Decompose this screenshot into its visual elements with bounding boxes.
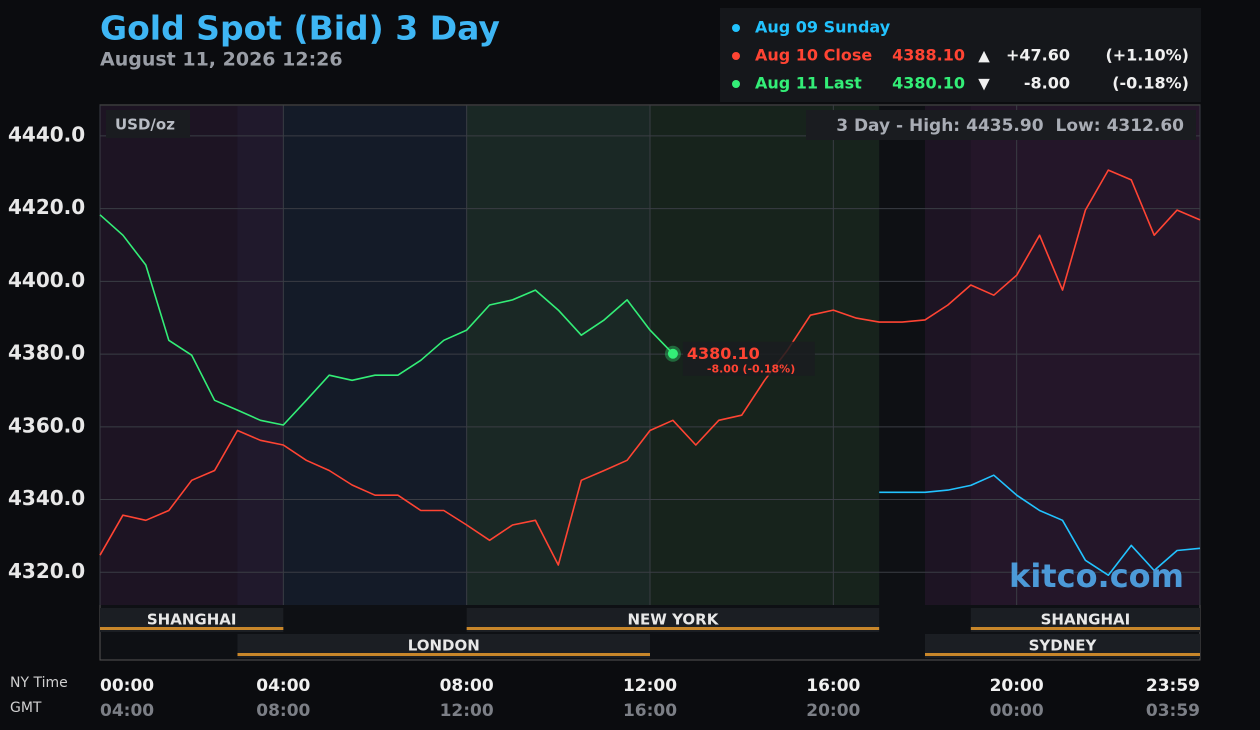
x2-tick-label: 04:00 <box>100 701 154 721</box>
x2-tick-label: 08:00 <box>256 701 310 721</box>
x-tick-label: 12:00 <box>623 676 677 696</box>
legend-name: Aug 09 Sunday <box>755 18 891 37</box>
series-lines <box>99 169 1201 576</box>
chart-title: Gold Spot (Bid) 3 Day <box>100 9 500 48</box>
x-tick-label: 16:00 <box>806 676 860 696</box>
legend-pct: (-0.18%) <box>1112 74 1189 93</box>
x-tick-label: 20:00 <box>990 676 1044 696</box>
legend-pct: (+1.10%) <box>1105 46 1189 65</box>
range-box <box>806 110 1196 140</box>
range-part: 3 Day - High: <box>836 116 960 136</box>
y-tick-label: 4400.0 <box>8 268 85 292</box>
legend-box <box>720 8 1201 102</box>
x2-tick-label: 20:00 <box>806 701 860 721</box>
x2-tick-label: 03:59 <box>1146 701 1200 721</box>
session-label: SYDNEY <box>1029 637 1098 655</box>
x-tick-label: 23:59 <box>1146 676 1200 696</box>
annotations: USD/oz 3 Day - High: 4435.90 Low: 4312.60 kit… <box>106 110 1196 595</box>
session-bar <box>970 627 1200 630</box>
last-point <box>667 348 678 359</box>
unit-box <box>106 110 190 138</box>
legend-change: -8.00 <box>1024 74 1070 93</box>
range-text: 3 Day - High: 4435.90 Low: 4312.60 <box>836 116 1184 136</box>
session-bar <box>100 627 284 630</box>
legend-change: +47.60 <box>1006 46 1070 65</box>
last-label-change: -8.00 (-0.18%) <box>707 363 795 376</box>
x-axis-label: NY Time <box>10 675 68 691</box>
chart-subtitle: August 11, 2026 12:26 <box>100 49 343 71</box>
range-part: Low: <box>1056 116 1101 136</box>
x-tick-label: 00:00 <box>100 676 154 696</box>
y-tick-label: 4420.0 <box>8 195 85 219</box>
series-line <box>99 214 674 426</box>
legend-arrow: ▲ <box>978 47 990 65</box>
last-label-price: 4380.10 <box>687 344 760 363</box>
y-tick-label: 4440.0 <box>8 122 85 146</box>
legend-name: Aug 10 Close <box>755 46 872 65</box>
legend-price: 4380.10 <box>892 74 965 93</box>
x2-tick-label: 00:00 <box>990 701 1044 721</box>
series-line <box>879 474 1201 576</box>
session-label: SHANGHAI <box>1041 611 1131 629</box>
legend-name: Aug 11 Last <box>755 74 862 93</box>
y-tick-label: 4340.0 <box>8 486 85 510</box>
x2-tick-label: 16:00 <box>623 701 677 721</box>
legend-dot <box>732 52 740 60</box>
session-label: NEW YORK <box>628 611 720 629</box>
session-bar <box>237 653 650 656</box>
watermark: kitco.com <box>1009 557 1184 595</box>
x-tick-label: 04:00 <box>256 676 310 696</box>
x2-axis-label: GMT <box>10 700 42 716</box>
session-label: SHANGHAI <box>147 611 237 629</box>
y-tick-label: 4380.0 <box>8 341 85 365</box>
session-label: LONDON <box>408 637 480 655</box>
x2-tick-label: 12:00 <box>440 701 494 721</box>
session-bar <box>466 627 880 630</box>
unit-label: USD/oz <box>115 116 175 134</box>
legend-price: 4388.10 <box>892 46 965 65</box>
session-background <box>970 106 1200 605</box>
legend-arrow: ▼ <box>978 75 990 93</box>
legend-dot <box>732 24 740 32</box>
session-bar <box>925 653 1200 656</box>
legend-dot <box>732 80 740 88</box>
last-label-box <box>682 341 815 376</box>
range-part: 4312.60 <box>1107 116 1185 136</box>
range-part: 4435.90 <box>966 116 1044 136</box>
x-tick-label: 08:00 <box>440 676 494 696</box>
grid <box>99 105 1201 605</box>
y-tick-label: 4360.0 <box>8 413 85 437</box>
series-line <box>99 169 1201 566</box>
y-tick-label: 4320.0 <box>8 559 85 583</box>
